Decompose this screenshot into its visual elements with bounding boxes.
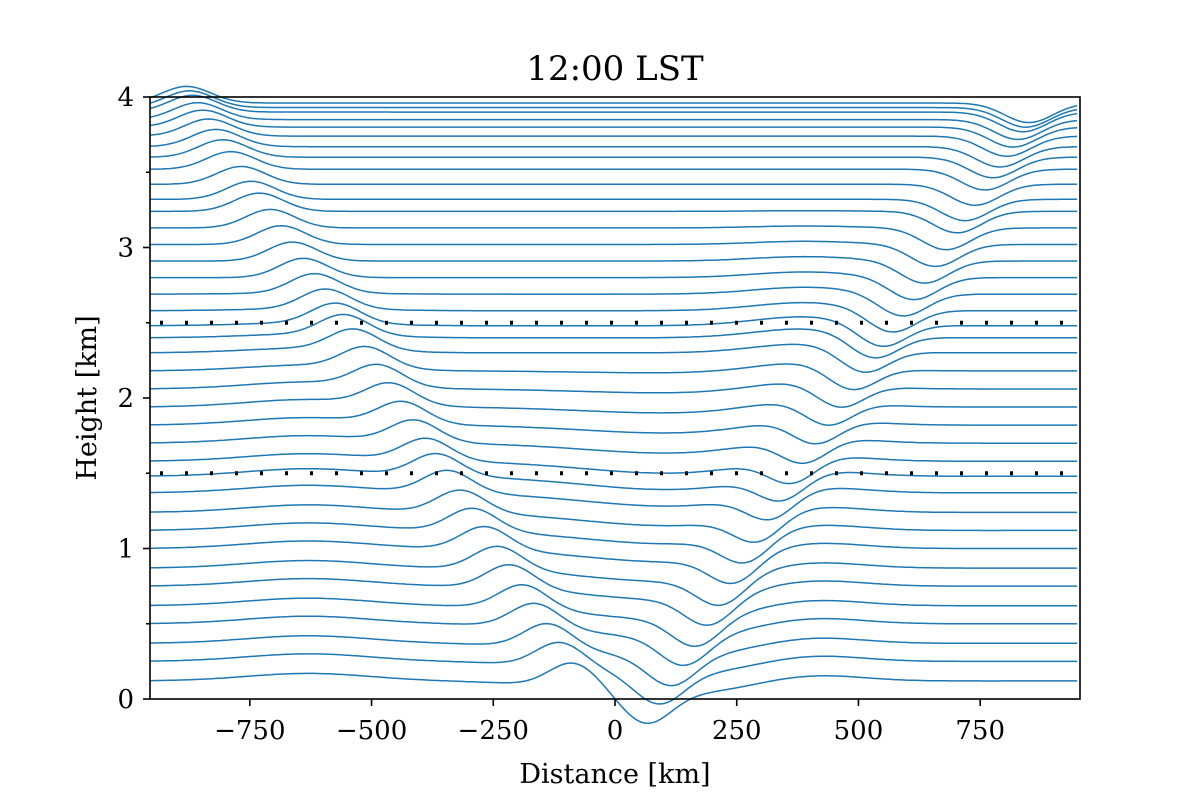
x-axis-label: Distance [km] (519, 759, 710, 790)
y-tick-label: 3 (117, 234, 134, 264)
y-tick-label: 1 (117, 535, 134, 565)
streamline (150, 302, 1078, 348)
streamline (150, 208, 1078, 251)
streamline (149, 90, 1078, 128)
streamline (149, 94, 1078, 133)
streamline (150, 622, 1078, 687)
streamline (150, 257, 1078, 301)
streamline (149, 545, 1078, 607)
streamline (150, 525, 1078, 585)
streamline (149, 150, 1078, 191)
streamline (149, 602, 1078, 667)
streamline (149, 128, 1078, 168)
x-axis: −750 −500 −250 0 250 500 750 (214, 699, 1005, 746)
x-tick-label: −250 (458, 716, 529, 746)
streamline (149, 641, 1078, 705)
streamline (149, 139, 1078, 179)
reference-lines (160, 320, 1080, 476)
streamline (149, 109, 1078, 148)
streamline (150, 288, 1078, 333)
x-tick-label: 250 (712, 716, 762, 746)
streamline (150, 272, 1078, 317)
plot-frame (149, 96, 1081, 700)
streamline (149, 662, 1078, 725)
chart-title: 12:00 LST (526, 49, 704, 89)
y-tick-label: 4 (117, 83, 134, 113)
streamline (150, 225, 1078, 268)
streamline (149, 489, 1078, 544)
streamline (150, 363, 1078, 408)
streamline (150, 381, 1078, 426)
streamline (149, 313, 1078, 359)
streamline (149, 345, 1078, 391)
y-axis-label: Height [km] (72, 315, 103, 480)
streamline (150, 165, 1078, 207)
streamline (150, 469, 1078, 521)
y-tick-label: 0 (117, 685, 134, 715)
streamline (149, 507, 1078, 564)
streamline (149, 328, 1078, 373)
x-tick-label: 500 (834, 716, 884, 746)
x-tick-label: 750 (955, 716, 1005, 746)
streamline (150, 563, 1078, 626)
streamline (150, 584, 1078, 648)
streamline (150, 192, 1078, 234)
x-tick-label: −500 (336, 716, 407, 746)
streamline (150, 437, 1078, 485)
streamline (149, 452, 1078, 502)
streamline (149, 118, 1078, 158)
y-axis: 0 1 2 3 4 (117, 83, 150, 715)
x-tick-label: −750 (214, 716, 285, 746)
x-tick-label: 0 (607, 716, 624, 746)
streamline (149, 85, 1078, 124)
y-tick-label: 2 (117, 384, 134, 414)
streamline (150, 241, 1078, 284)
streamline (150, 400, 1078, 445)
streamline (149, 419, 1078, 464)
streamline (149, 101, 1078, 141)
plot-area (149, 85, 1078, 725)
streamline (150, 180, 1078, 222)
